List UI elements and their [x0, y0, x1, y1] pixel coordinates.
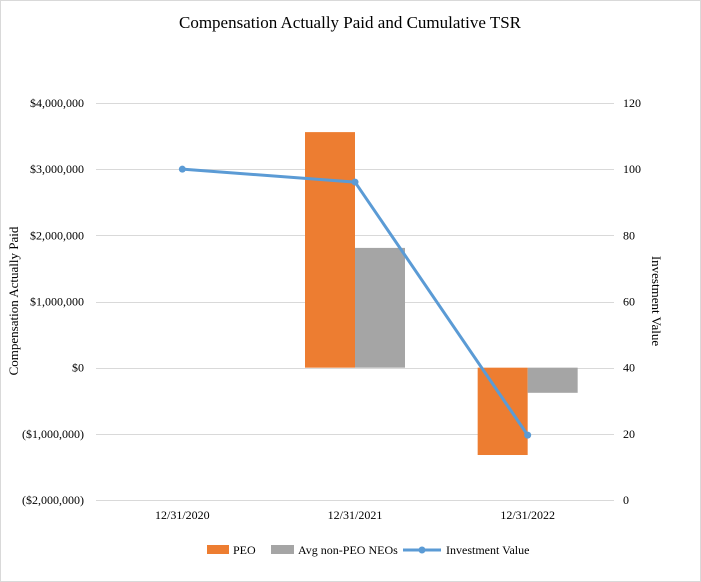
y-tick-label: $2,000,000	[30, 228, 84, 242]
x-tick-label: 12/31/2022	[500, 508, 555, 522]
y2-tick-label: 40	[623, 361, 635, 375]
y2-tick-label: 20	[623, 427, 635, 441]
y-axis-title: Compensation Actually Paid	[6, 226, 21, 375]
x-tick-label: 12/31/2020	[155, 508, 210, 522]
y2-tick-label: 60	[623, 295, 635, 309]
legend-label-investment-value: Investment Value	[446, 543, 529, 557]
chart-title: Compensation Actually Paid and Cumulativ…	[179, 13, 522, 32]
y2-axis-tick-labels: 120 100 80 60 40 20 0	[623, 96, 641, 507]
bar-avg-non-peo-neos-12-31-2022	[527, 367, 578, 393]
bar-peo-12-31-2021	[305, 132, 355, 368]
y-axis-tick-labels: $4,000,000 $3,000,000 $2,000,000 $1,000,000…	[22, 96, 84, 507]
y2-axis-title: Investment Value	[649, 256, 664, 347]
legend: PEO Avg non-PEO NEOs Investment Value	[207, 543, 529, 557]
legend-item-investment-value: Investment Value	[403, 543, 529, 557]
legend-item-avg-non-peo-neos: Avg non-PEO NEOs	[271, 543, 398, 557]
legend-swatch-avg-non-peo-neos	[271, 545, 294, 554]
y2-tick-label: 120	[623, 96, 641, 110]
point-investment-value-12-31-2022	[524, 431, 532, 439]
legend-label-avg-non-peo-neos: Avg non-PEO NEOs	[298, 543, 398, 557]
y2-tick-label: 100	[623, 162, 641, 176]
y-tick-label: $4,000,000	[30, 96, 84, 110]
legend-item-peo: PEO	[207, 543, 256, 557]
x-axis-tick-labels: 12/31/2020 12/31/2021 12/31/2022	[155, 508, 555, 522]
bar-avg-non-peo-neos-12-31-2021	[355, 247, 405, 368]
legend-label-peo: PEO	[233, 543, 256, 557]
line-series	[178, 165, 532, 439]
y-tick-label: ($1,000,000)	[22, 427, 84, 441]
y-tick-label: ($2,000,000)	[22, 493, 84, 507]
bar-series	[305, 132, 578, 456]
y-tick-label: $0	[72, 361, 84, 375]
y-tick-label: $3,000,000	[30, 162, 84, 176]
bar-peo-12-31-2022	[477, 367, 528, 456]
point-investment-value-12-31-2020	[178, 165, 186, 173]
legend-swatch-peo	[207, 545, 229, 554]
legend-marker-investment-value	[418, 546, 426, 554]
y2-tick-label: 0	[623, 493, 629, 507]
y-tick-label: $1,000,000	[30, 295, 84, 309]
x-tick-label: 12/31/2021	[328, 508, 383, 522]
y2-tick-label: 80	[623, 228, 635, 242]
point-investment-value-12-31-2021	[351, 178, 359, 186]
